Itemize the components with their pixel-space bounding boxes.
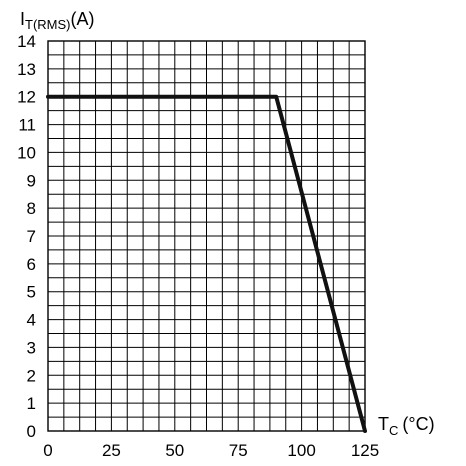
y-tick-label: 4 bbox=[27, 311, 36, 330]
x-tick-label: 0 bbox=[43, 441, 52, 460]
y-tick-label: 11 bbox=[18, 116, 36, 135]
y-tick-label: 1 bbox=[27, 394, 36, 413]
x-tick-label: 125 bbox=[351, 441, 379, 460]
y-tick-label: 2 bbox=[27, 366, 36, 385]
x-axis-label: TC (°C) bbox=[378, 414, 435, 438]
grid-lines bbox=[48, 41, 365, 431]
y-tick-label: 9 bbox=[27, 171, 36, 190]
x-tick-label: 100 bbox=[287, 441, 315, 460]
y-tick-label: 14 bbox=[17, 32, 36, 51]
y-tick-label: 3 bbox=[27, 338, 36, 357]
x-tick-label: 50 bbox=[165, 441, 184, 460]
y-tick-label: 13 bbox=[17, 60, 36, 79]
y-tick-label: 7 bbox=[27, 227, 36, 246]
y-tick-label: 0 bbox=[27, 422, 36, 441]
x-tick-label: 75 bbox=[229, 441, 248, 460]
y-axis-label: IT(RMS)(A) bbox=[20, 9, 95, 32]
y-tick-label: 5 bbox=[27, 283, 36, 302]
derating-curve bbox=[46, 94, 367, 433]
y-tick-label: 12 bbox=[17, 88, 36, 107]
y-tick-label: 6 bbox=[27, 255, 36, 274]
curve-layer bbox=[46, 94, 367, 433]
plot-frame bbox=[47, 40, 366, 432]
x-tick-label: 25 bbox=[102, 441, 121, 460]
x-tick-labels: 0 25 50 75 100 125 bbox=[43, 441, 379, 460]
y-tick-label: 10 bbox=[17, 143, 36, 162]
y-tick-label: 8 bbox=[27, 199, 36, 218]
